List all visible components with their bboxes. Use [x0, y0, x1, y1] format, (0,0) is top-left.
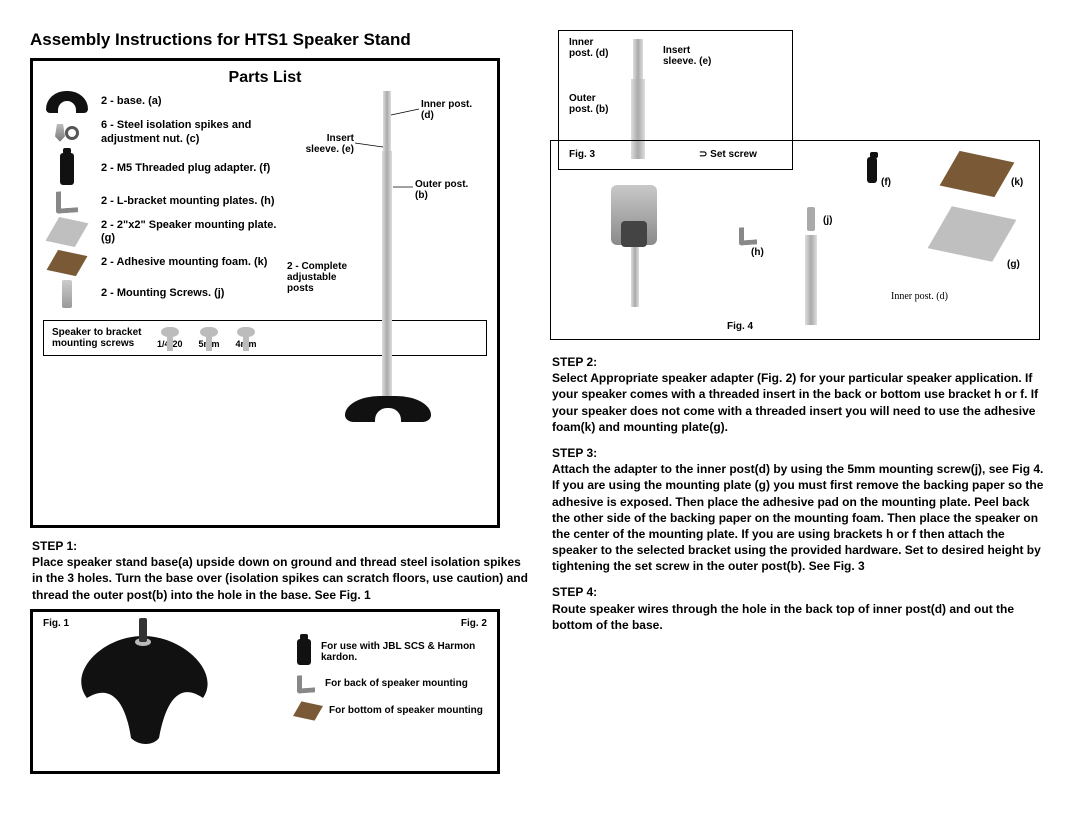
- part-k: 2 - Adhesive mounting foam. (k): [43, 252, 293, 274]
- step-4: STEP 4: Route speaker wires through the …: [552, 584, 1048, 633]
- fig2-r1-text: For use with JBL SCS & Harmon kardon.: [321, 641, 487, 663]
- step-1: STEP 1: Place speaker stand base(a) upsi…: [32, 538, 528, 603]
- step-4-text: Route speaker wires through the hole in …: [552, 601, 1048, 633]
- left-column: Assembly Instructions for HTS1 Speaker S…: [30, 30, 530, 774]
- part-j-label: 2 - Mounting Screws. (j): [101, 287, 293, 301]
- fig3-inner-post: Inner post. (d): [569, 37, 619, 59]
- fig2-r3-text: For bottom of speaker mounting: [329, 705, 487, 716]
- fig4-j-label: (j): [823, 215, 832, 226]
- step-4-head: STEP 4:: [552, 584, 1048, 600]
- tri-base-icon: [63, 628, 223, 738]
- parts-list-heading: Parts List: [43, 69, 487, 87]
- part-f: 2 - M5 Threaded plug adapter. (f): [43, 153, 293, 185]
- plate-k-icon: [47, 250, 88, 276]
- fig3-insert-sleeve: Insert sleeve. (e): [663, 45, 718, 67]
- page: Assembly Instructions for HTS1 Speaker S…: [30, 30, 1050, 774]
- fig2-row-f: For use with JBL SCS & Harmon kardon.: [297, 639, 487, 665]
- part-g-label: 2 - 2"x2" Speaker mounting plate. (g): [101, 219, 293, 247]
- fig4-label: Fig. 4: [727, 321, 753, 332]
- screwhead-icon: [200, 327, 218, 337]
- fig3-outer-post: Outer post. (b): [569, 93, 619, 115]
- parts-inner: 2 - base. (a) 6 - Steel isolation spikes…: [43, 91, 487, 314]
- step-1-text: Place speaker stand base(a) upside down …: [32, 554, 528, 603]
- parts-list-box: Parts List 2 - base. (a) 6 - Steel isola…: [30, 58, 500, 528]
- plate-k-icon: [293, 701, 323, 720]
- lbracket-icon: [56, 190, 78, 214]
- parts-right: Inner post. (d) Insert sleeve. (e) Outer…: [293, 91, 487, 314]
- part-h-label: 2 - L-bracket mounting plates. (h): [101, 195, 293, 209]
- plate-g-icon: [45, 217, 88, 247]
- screwhead-icon: [237, 327, 255, 337]
- spike-icon: [55, 124, 65, 142]
- step-3-head: STEP 3:: [552, 445, 1048, 461]
- part-g: 2 - 2"x2" Speaker mounting plate. (g): [43, 219, 293, 247]
- fig4-inner-post-icon: [805, 235, 817, 325]
- leader-lines-icon: [293, 91, 493, 431]
- plug-icon: [867, 157, 877, 183]
- parts-left: 2 - base. (a) 6 - Steel isolation spikes…: [43, 91, 293, 314]
- fig2-r2-text: For back of speaker mounting: [325, 678, 487, 689]
- fig4-h-label: (h): [751, 247, 764, 258]
- part-c-label: 6 - Steel isolation spikes and adjustmen…: [101, 119, 293, 147]
- screw-3: 4mm: [236, 327, 257, 349]
- screw-2: 5mm: [199, 327, 220, 349]
- part-c: 6 - Steel isolation spikes and adjustmen…: [43, 119, 293, 147]
- screws-items: 1/4-20 5mm 4mm: [157, 327, 257, 349]
- speaker-icon: [611, 185, 657, 245]
- lbracket-icon: [739, 226, 757, 245]
- part-h: 2 - L-bracket mounting plates. (h): [43, 191, 293, 213]
- fig2-label: Fig. 2: [297, 618, 487, 629]
- step-2: STEP 2: Select Appropriate speaker adapt…: [552, 354, 1048, 435]
- fig2-row-k: For bottom of speaker mounting: [297, 703, 487, 719]
- step-2-head: STEP 2:: [552, 354, 1048, 370]
- screw-1: 1/4-20: [157, 327, 183, 349]
- doc-title: Assembly Instructions for HTS1 Speaker S…: [30, 30, 530, 50]
- nut-icon: [65, 126, 79, 140]
- fig4-g-label: (g): [1007, 259, 1020, 270]
- screwhead-icon: [161, 327, 179, 337]
- step-1-head: STEP 1:: [32, 538, 528, 554]
- fig1-post-stub-icon: [139, 618, 147, 642]
- plate-g-icon: [928, 206, 1017, 262]
- part-a: 2 - base. (a): [43, 91, 293, 113]
- fig4-post-left-icon: [631, 247, 639, 307]
- base-icon: [46, 91, 88, 113]
- plug-icon: [60, 153, 74, 185]
- plug-icon: [297, 639, 311, 665]
- part-f-label: 2 - M5 Threaded plug adapter. (f): [101, 162, 293, 176]
- screws-label: Speaker to bracket mounting screws: [52, 327, 147, 349]
- part-a-label: 2 - base. (a): [101, 95, 293, 109]
- fig12-box: Fig. 1 Fig. 2 For use with JBL SCS & Har…: [30, 609, 500, 774]
- right-column: Inner post. (d) Insert sleeve. (e) Outer…: [550, 30, 1050, 774]
- step-2-text: Select Appropriate speaker adapter (Fig.…: [552, 370, 1048, 435]
- fig2: Fig. 2 For use with JBL SCS & Harmon kar…: [297, 618, 487, 765]
- plate-k-icon: [940, 151, 1015, 197]
- step-3: STEP 3: Attach the adapter to the inner …: [552, 445, 1048, 575]
- fig4-screw-j-icon: [807, 207, 815, 231]
- step-3-text: Attach the adapter to the inner post(d) …: [552, 461, 1048, 574]
- screw-j-icon: [62, 280, 72, 308]
- fig4-box: (h) (j) (f) (k) (g) Inner post. (d) Fig.…: [550, 140, 1040, 340]
- lbracket-icon: [297, 674, 315, 693]
- part-j: 2 - Mounting Screws. (j): [43, 280, 293, 308]
- part-k-label: 2 - Adhesive mounting foam. (k): [101, 256, 293, 270]
- fig4-f-label: (f): [881, 177, 891, 188]
- fig1: Fig. 1: [43, 618, 283, 765]
- fig4-inner-post-label: Inner post. (d): [891, 291, 948, 302]
- fig4-k-label: (k): [1011, 177, 1023, 188]
- fig2-row-h: For back of speaker mounting: [297, 675, 487, 693]
